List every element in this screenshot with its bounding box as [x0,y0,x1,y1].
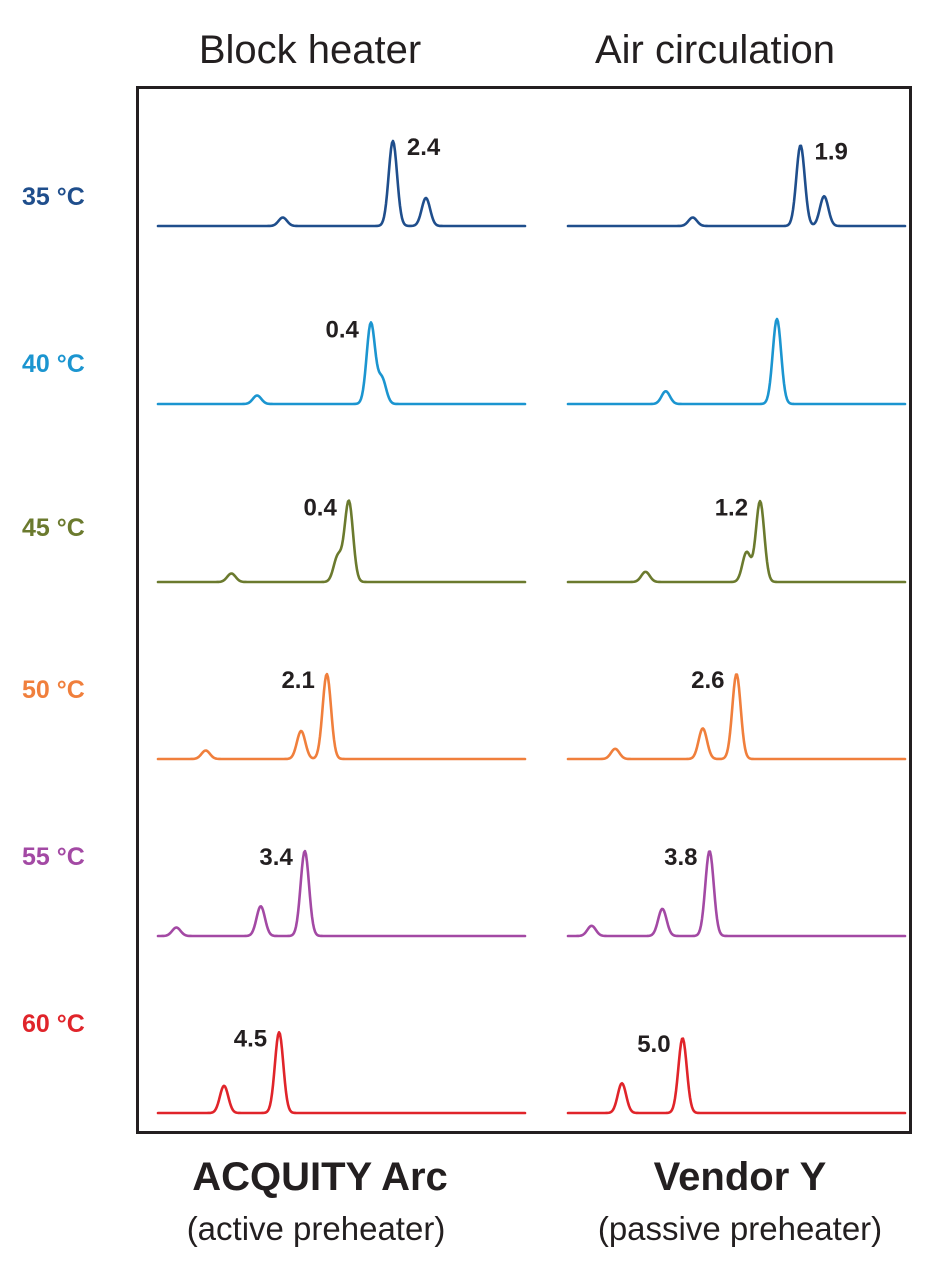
chromatogram-trace-right [566,144,907,228]
resolution-label-right: 1.9 [815,138,848,165]
column-header-right: Air circulation [595,28,835,72]
chromatogram-trace-left [156,139,527,228]
system-subtitle-right: (passive preheater) [598,1210,882,1247]
chromatogram-trace-right [566,499,907,584]
resolution-label-right: 2.6 [691,667,724,694]
temperature-label: 45 °C [22,514,85,542]
resolution-label-right: 5.0 [637,1031,670,1058]
temperature-label: 60 °C [22,1010,85,1038]
resolution-label-right: 1.2 [715,494,748,521]
temperature-label: 55 °C [22,843,85,871]
system-name-left: ACQUITY Arc [192,1155,448,1199]
temperature-label: 40 °C [22,350,85,378]
chromatogram-trace-right [566,1037,907,1115]
chromatogram-rows: 35 °C 2.4 1.9 40 °C 0.4 45 °C 0.4 1.2 50 °C 2.1 2.… [22,134,907,1115]
resolution-label-left: 0.4 [325,316,359,343]
chromatogram-trace-right [566,850,907,938]
chromatogram-trace-right [566,673,907,761]
resolution-label-left: 0.4 [303,494,337,521]
chromatogram-trace-left [156,1030,527,1115]
chromatogram-trace-left [156,849,527,938]
plot-frame [136,86,912,1134]
resolution-label-left: 4.5 [234,1025,267,1052]
chromatogram-trace-left [156,321,527,406]
temperature-label: 35 °C [22,183,85,211]
chromatogram-trace-left [156,672,527,761]
resolution-label-right: 3.8 [664,844,697,871]
chromatogram-trace-right [566,317,907,406]
resolution-label-left: 3.4 [259,844,293,871]
system-subtitle-left: (active preheater) [187,1210,446,1247]
resolution-label-left: 2.1 [281,667,314,694]
column-header-left: Block heater [199,28,421,72]
temperature-label: 50 °C [22,676,85,704]
system-name-right: Vendor Y [654,1155,827,1199]
resolution-label-left: 2.4 [407,134,441,161]
chromatogram-trace-left [156,499,527,584]
